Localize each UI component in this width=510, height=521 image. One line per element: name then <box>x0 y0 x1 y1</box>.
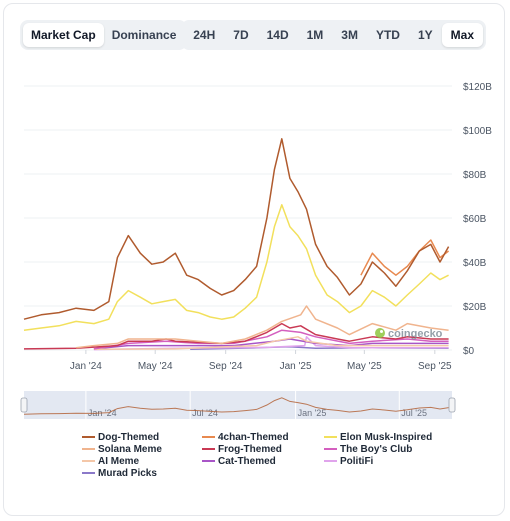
navigator-tick-label: Jan '25 <box>298 408 327 418</box>
navigator-tick-label: Jul '25 <box>401 408 427 418</box>
market-cap-chart[interactable]: $0 $20B $40B $60B $80B $100B $120B Jan '24 May … <box>0 0 510 430</box>
y-tick-label: $40B <box>463 258 487 269</box>
navigator-tick-label: Jul '24 <box>192 408 218 418</box>
legend-label: Dog-Themed <box>98 431 160 443</box>
legend: Dog-Themed 4chan-Themed Elon Musk-Inspired… <box>82 431 452 479</box>
legend-swatch <box>202 460 215 462</box>
legend-item-murad-picks[interactable]: Murad Picks <box>82 467 202 479</box>
tab-dominance[interactable]: Dominance <box>104 23 185 47</box>
navigator[interactable]: Jan '24 Jul '24 Jan '25 Jul '25 <box>20 391 456 419</box>
legend-item-frog-themed[interactable]: Frog-Themed <box>202 443 324 455</box>
y-tick-label: $0 <box>463 346 475 357</box>
legend-item-ai-meme[interactable]: AI Meme <box>82 455 202 467</box>
x-axis-labels: Jan '24 May '24 Sep '24 Jan '25 May '25 Sep '… <box>70 350 452 372</box>
chart-card: Market Cap Dominance 24H 7D 14D 1M 3M YT… <box>3 3 505 516</box>
legend-label: Cat-Themed <box>218 455 276 467</box>
y-tick-label: $80B <box>463 170 487 181</box>
legend-label: PolitiFi <box>340 455 374 467</box>
legend-item-4chan-themed[interactable]: 4chan-Themed <box>202 431 324 443</box>
series-line-4chan-themed <box>360 239 450 276</box>
series-line-ai-meme <box>93 336 449 351</box>
series-line-frog-themed <box>23 322 449 350</box>
legend-swatch <box>202 436 215 438</box>
x-tick-label: Jan '24 <box>70 361 102 372</box>
range-3m[interactable]: 3M <box>332 23 367 47</box>
legend-swatch <box>82 460 95 462</box>
series-line-dog-themed <box>23 138 450 320</box>
legend-item-solana-meme[interactable]: Solana Meme <box>82 443 202 455</box>
navigator-series-line <box>23 397 449 415</box>
range-1y[interactable]: 1Y <box>409 23 442 47</box>
grid-lines <box>24 85 452 351</box>
series-line-solana-meme <box>76 305 449 349</box>
navigator-handle-right[interactable] <box>448 397 456 413</box>
legend-item-politifi[interactable]: PolitiFi <box>324 455 452 467</box>
x-tick-label: Jan '25 <box>280 361 312 372</box>
legend-label: The Boy's Club <box>340 443 413 455</box>
legend-label: Elon Musk-Inspired <box>340 431 433 443</box>
legend-item-dog-themed[interactable]: Dog-Themed <box>82 431 202 443</box>
y-tick-label: $20B <box>463 302 487 313</box>
coingecko-logo-eye <box>380 330 383 333</box>
y-tick-label: $100B <box>463 126 492 137</box>
range-toggle: 24H 7D 14D 1M 3M YTD 1Y Max <box>181 20 486 50</box>
legend-label: 4chan-Themed <box>218 431 289 443</box>
x-tick-label: Sep '25 <box>418 361 452 372</box>
range-14d[interactable]: 14D <box>258 23 298 47</box>
y-tick-label: $120B <box>463 82 492 93</box>
legend-item-elon-musk-inspired[interactable]: Elon Musk-Inspired <box>324 431 452 443</box>
series-lines <box>23 138 450 351</box>
range-24h[interactable]: 24H <box>184 23 224 47</box>
range-max[interactable]: Max <box>441 23 483 47</box>
y-axis-labels: $0 $20B $40B $60B $80B $100B $120B <box>463 82 492 357</box>
tab-market-cap[interactable]: Market Cap <box>23 23 104 47</box>
legend-label: Solana Meme <box>98 443 162 455</box>
x-tick-label: Sep '24 <box>209 361 243 372</box>
legend-swatch <box>324 436 337 438</box>
range-7d[interactable]: 7D <box>224 23 257 47</box>
y-tick-label: $60B <box>463 214 487 225</box>
legend-item-cat-themed[interactable]: Cat-Themed <box>202 455 324 467</box>
x-tick-label: May '24 <box>138 361 173 372</box>
series-line-the-boy-s-club <box>93 329 449 350</box>
legend-label: AI Meme <box>98 455 140 467</box>
legend-swatch <box>202 448 215 450</box>
legend-swatch <box>82 436 95 438</box>
legend-swatch <box>324 448 337 450</box>
coingecko-logo-icon <box>375 328 385 338</box>
legend-item-the-boy-s-club[interactable]: The Boy's Club <box>324 443 452 455</box>
watermark-text: coingecko <box>388 328 443 340</box>
navigator-handle-left[interactable] <box>20 397 28 413</box>
metric-toggle: Market Cap Dominance <box>20 20 188 50</box>
legend-label: Frog-Themed <box>218 443 282 455</box>
x-tick-label: May '25 <box>347 361 382 372</box>
legend-swatch <box>82 448 95 450</box>
watermark: coingecko <box>375 328 443 340</box>
legend-label: Murad Picks <box>98 467 157 479</box>
series-line-elon-musk-inspired <box>23 204 449 331</box>
range-ytd[interactable]: YTD <box>367 23 409 47</box>
navigator-background <box>24 391 452 419</box>
legend-swatch <box>324 460 337 462</box>
legend-swatch <box>82 472 95 474</box>
range-1m[interactable]: 1M <box>298 23 333 47</box>
